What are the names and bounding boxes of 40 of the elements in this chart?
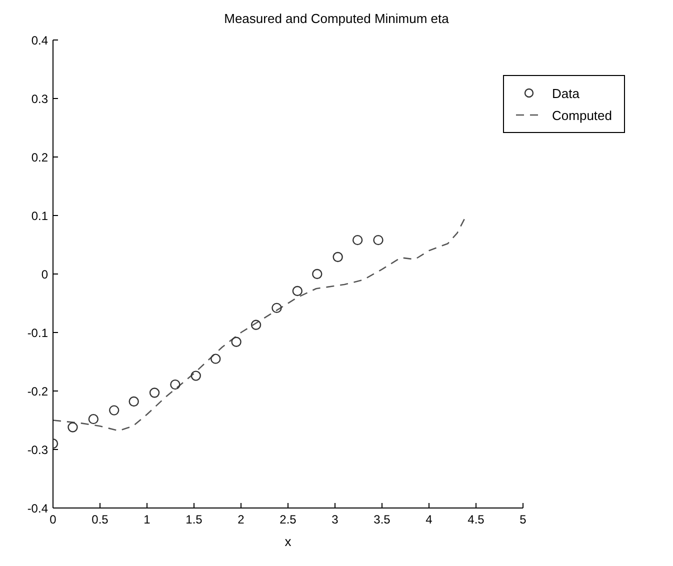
point: [292, 286, 303, 296]
point: [352, 234, 363, 246]
y-tick-label: -0.3: [27, 442, 48, 457]
point: [312, 268, 322, 280]
y-tick-label: -0.2: [27, 384, 48, 398]
point: [250, 320, 262, 330]
point: [109, 405, 120, 416]
x-tick-label: 1.5: [186, 512, 203, 527]
x-tick-label: 0.5: [92, 512, 109, 527]
x-tick-label: 4: [426, 512, 433, 527]
line-series: [53, 218, 466, 432]
x-tick-label: 4.5: [468, 512, 485, 527]
point: [170, 379, 180, 390]
legend-label: Computed: [552, 108, 612, 122]
point: [149, 388, 160, 398]
x-tick-label: 2.5: [280, 512, 297, 527]
point: [88, 414, 99, 424]
point: [210, 354, 221, 364]
point: [373, 234, 384, 246]
y-tick-label: -0.1: [27, 326, 48, 340]
y-tick-label: 0.4: [31, 33, 48, 48]
point: [231, 336, 242, 347]
point: [272, 302, 282, 314]
y-tick-label: 0.2: [31, 150, 48, 164]
y-tick-label: 0: [41, 267, 48, 282]
x-tick-label: 2: [238, 512, 245, 527]
legend-label: Data: [552, 86, 580, 100]
chart-title: Measured and Computed Minimum eta: [223, 10, 450, 28]
point: [332, 252, 343, 262]
x-tick-label: 5: [520, 512, 527, 527]
x-axis-title: x: [284, 534, 292, 549]
y-tick-label: 0.3: [31, 92, 48, 106]
point: [128, 396, 139, 407]
x-tick-label: 3: [332, 512, 339, 527]
point: [190, 370, 201, 381]
y-tick-label: 0.1: [31, 208, 48, 223]
x-tick-label: 3.5: [374, 512, 391, 527]
y-tick-label: -0.4: [27, 501, 48, 516]
point: [68, 422, 78, 432]
x-tick-label: 1: [144, 512, 151, 527]
